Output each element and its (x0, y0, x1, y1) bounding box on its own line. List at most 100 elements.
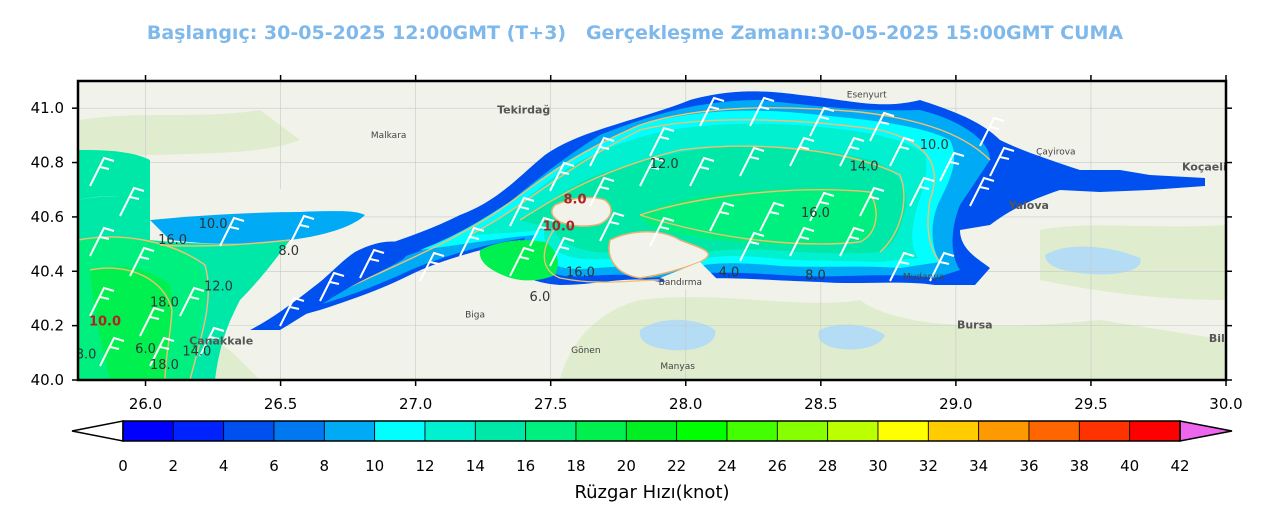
colorbar-label: 12 (415, 457, 434, 475)
wind-barb-glyph (709, 201, 735, 232)
contour-lines (299, 107, 991, 311)
colorbar-swatch (223, 420, 275, 442)
wind-barb-glyph (509, 196, 535, 227)
colorbar-label: 36 (1019, 457, 1038, 475)
wind-barb-glyph (119, 186, 145, 217)
aegean-northwest (78, 150, 150, 200)
colorbar-label: 4 (219, 457, 229, 475)
wind-barb-glyph (809, 106, 835, 137)
colorbar-label: 20 (617, 457, 636, 475)
place-name: Esenyurt (847, 90, 887, 100)
colorbar-swatch (172, 420, 225, 442)
contour-label: 8.0 (564, 192, 587, 207)
colorbar-label: 18 (566, 457, 585, 475)
place-name: Manyas (660, 362, 695, 372)
colorbar-label: 42 (1170, 457, 1189, 475)
place-name: Yalova (1008, 199, 1049, 212)
colorbar-swatch (877, 420, 929, 442)
y-tick-label: 40.0 (31, 371, 64, 389)
wind-barb-glyph (279, 296, 305, 327)
contour-label: 8.0 (805, 268, 826, 283)
colorbar-swatch (474, 420, 527, 442)
wind-barb-glyph (909, 176, 935, 207)
wind-barb-glyph (869, 111, 895, 142)
colorbar-title: Rüzgar Hızı(knot) (574, 482, 729, 503)
place-name: Bursa (957, 318, 993, 331)
place-name: Malkara (371, 131, 407, 141)
wind-barb-glyph (89, 226, 115, 257)
wind-speed-colorbar: 0 2 4 6 8 10 12 14 16 18 20 22 24 26 28 30 32 34 36 38 40 42 (71, 420, 1233, 475)
wind-barb-glyph (649, 216, 675, 247)
wind-barb-glyph (419, 251, 445, 282)
colorbar-swatch (273, 420, 325, 442)
wind-barb-glyph (589, 176, 615, 207)
x-tick-label: 29.5 (1074, 395, 1107, 413)
contour-label: 12.0 (650, 157, 679, 172)
contour-label: 10.0 (543, 220, 575, 235)
colorbar-swatch (776, 420, 829, 442)
wind-barb-glyph (689, 156, 715, 187)
x-tick-label: 27.0 (399, 395, 432, 413)
colorbar-swatch (424, 420, 476, 442)
marmara-wind-field (263, 91, 1205, 325)
wind-barb-glyph (89, 286, 115, 317)
contour-label: 14.0 (182, 345, 211, 360)
place-name: Mudanya (903, 272, 944, 282)
colorbar-label: 2 (169, 457, 179, 475)
wind-barb-glyph (699, 96, 725, 127)
place-name: Gönen (571, 346, 600, 356)
contour-label: 18.0 (150, 358, 179, 373)
wind-barb-glyph (979, 116, 1005, 147)
wind-barb-glyph (749, 96, 775, 127)
wind-barb-glyph (99, 336, 125, 367)
place-names: Tekirdağ Koçaeli Yalova Bursa Çanakkale Bandı… (189, 90, 1232, 372)
wind-barb-glyph (529, 216, 555, 247)
wind-barb-glyph (759, 201, 785, 232)
colorbar-label: 24 (717, 457, 736, 475)
wind-barb-glyph (939, 151, 965, 182)
wind-barb-glyph (549, 236, 575, 267)
place-name: Tekirdağ (497, 104, 550, 117)
colorbar-label: 0 (118, 457, 128, 475)
wind-barb-glyph (839, 226, 865, 257)
y-tick-label: 41.0 (31, 99, 64, 117)
place-name: Bile (1209, 332, 1232, 345)
y-tick-label: 40.2 (31, 317, 64, 335)
colorbar-label: 32 (919, 457, 938, 475)
colorbar-label: 14 (466, 457, 485, 475)
colorbar-under-arrow (71, 420, 124, 442)
wind-barb-glyph (739, 146, 765, 177)
wind-barb-glyph (889, 251, 915, 282)
x-tick-label: 30.0 (1209, 395, 1242, 413)
wind-barb-glyph (179, 286, 205, 317)
latitude-axis: 41.0 40.8 40.6 40.4 40.2 40.0 (31, 99, 1232, 389)
colorbar-swatch (1129, 420, 1181, 442)
y-tick-label: 40.6 (31, 208, 64, 226)
wind-barb-glyph (89, 156, 115, 187)
colorbar-swatch (323, 420, 376, 442)
x-tick-label: 28.5 (804, 395, 837, 413)
x-tick-label: 28.0 (669, 395, 702, 413)
colorbar-swatch (927, 420, 980, 442)
colorbar-frame (122, 420, 1181, 442)
longitude-axis: 26.0 26.5 27.0 27.5 28.0 28.5 29.0 29.5 30.0 (129, 75, 1243, 413)
colorbar-swatch (525, 420, 577, 442)
x-tick-label: 29.0 (939, 395, 972, 413)
colorbar-label: 34 (969, 457, 988, 475)
wind-barb-glyph (289, 214, 315, 245)
contour-label: 16.0 (158, 233, 187, 248)
wind-barb-glyph (789, 136, 815, 167)
colorbar-label: 16 (516, 457, 535, 475)
place-name: Çayirova (1036, 147, 1075, 157)
aegean-west-18 (90, 266, 173, 380)
colorbar-swatch (827, 420, 879, 442)
colorbar-swatch (575, 420, 627, 442)
colorbar-over-arrow (1179, 420, 1233, 442)
wind-barb-glyph (129, 246, 155, 277)
contour-label: 16.0 (566, 266, 595, 281)
colorbar-label: 8 (320, 457, 330, 475)
colorbar-swatch (1078, 420, 1131, 442)
contour-label: 18.0 (150, 296, 179, 311)
x-tick-label: 27.5 (534, 395, 567, 413)
wind-barb-glyph (149, 336, 175, 367)
